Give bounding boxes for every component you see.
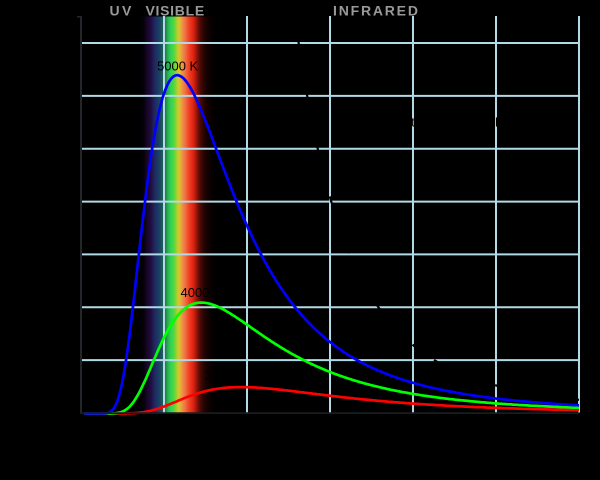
svg-text:UV: UV [110,3,134,19]
svg-text:4000 K: 4000 K [181,285,223,300]
svg-text:3000 K: 3000 K [205,368,247,383]
svg-text:INFRARED: INFRARED [333,3,420,19]
svg-text:Classical theory (5000 K): Classical theory (5000 K) [350,115,509,130]
svg-text:VISIBLE: VISIBLE [146,3,205,19]
svg-text:5000 K: 5000 K [157,59,199,74]
